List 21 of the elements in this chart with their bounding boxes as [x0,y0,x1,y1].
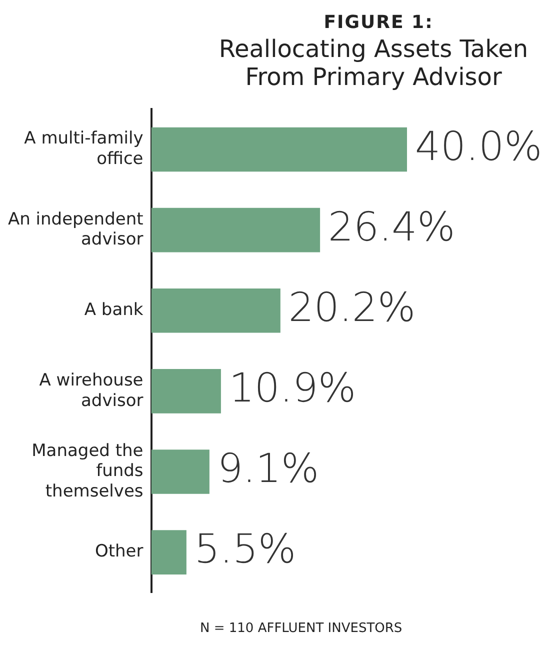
data-label: 40.0% [415,124,542,170]
data-label: 5.5% [194,526,296,573]
y-tick-label: Managed the funds themselves [32,440,144,502]
y-tick-label: A multi-family office [24,128,144,170]
bar [151,208,320,252]
y-tick-label: A bank [84,300,144,320]
bar [151,127,407,172]
y-tick-label: A wirehouse advisor [39,370,144,411]
bar [151,450,210,494]
chart-subtitle: FIGURE 1: [322,11,434,33]
bar [151,288,280,333]
bar [151,369,221,414]
data-label: 10.9% [228,366,356,412]
bar [151,530,186,574]
y-tick-label: An independent advisor [8,209,144,250]
data-label: 20.2% [288,285,416,332]
data-label: 9.1% [217,446,320,492]
y-tick-label: Other [94,542,144,562]
text: N = 110 AFFLUENT INVESTORS [200,621,404,636]
data-label: 26.4% [328,204,456,250]
chart-title: Reallocating Assets Taken From Primary Advisor [218,35,530,91]
